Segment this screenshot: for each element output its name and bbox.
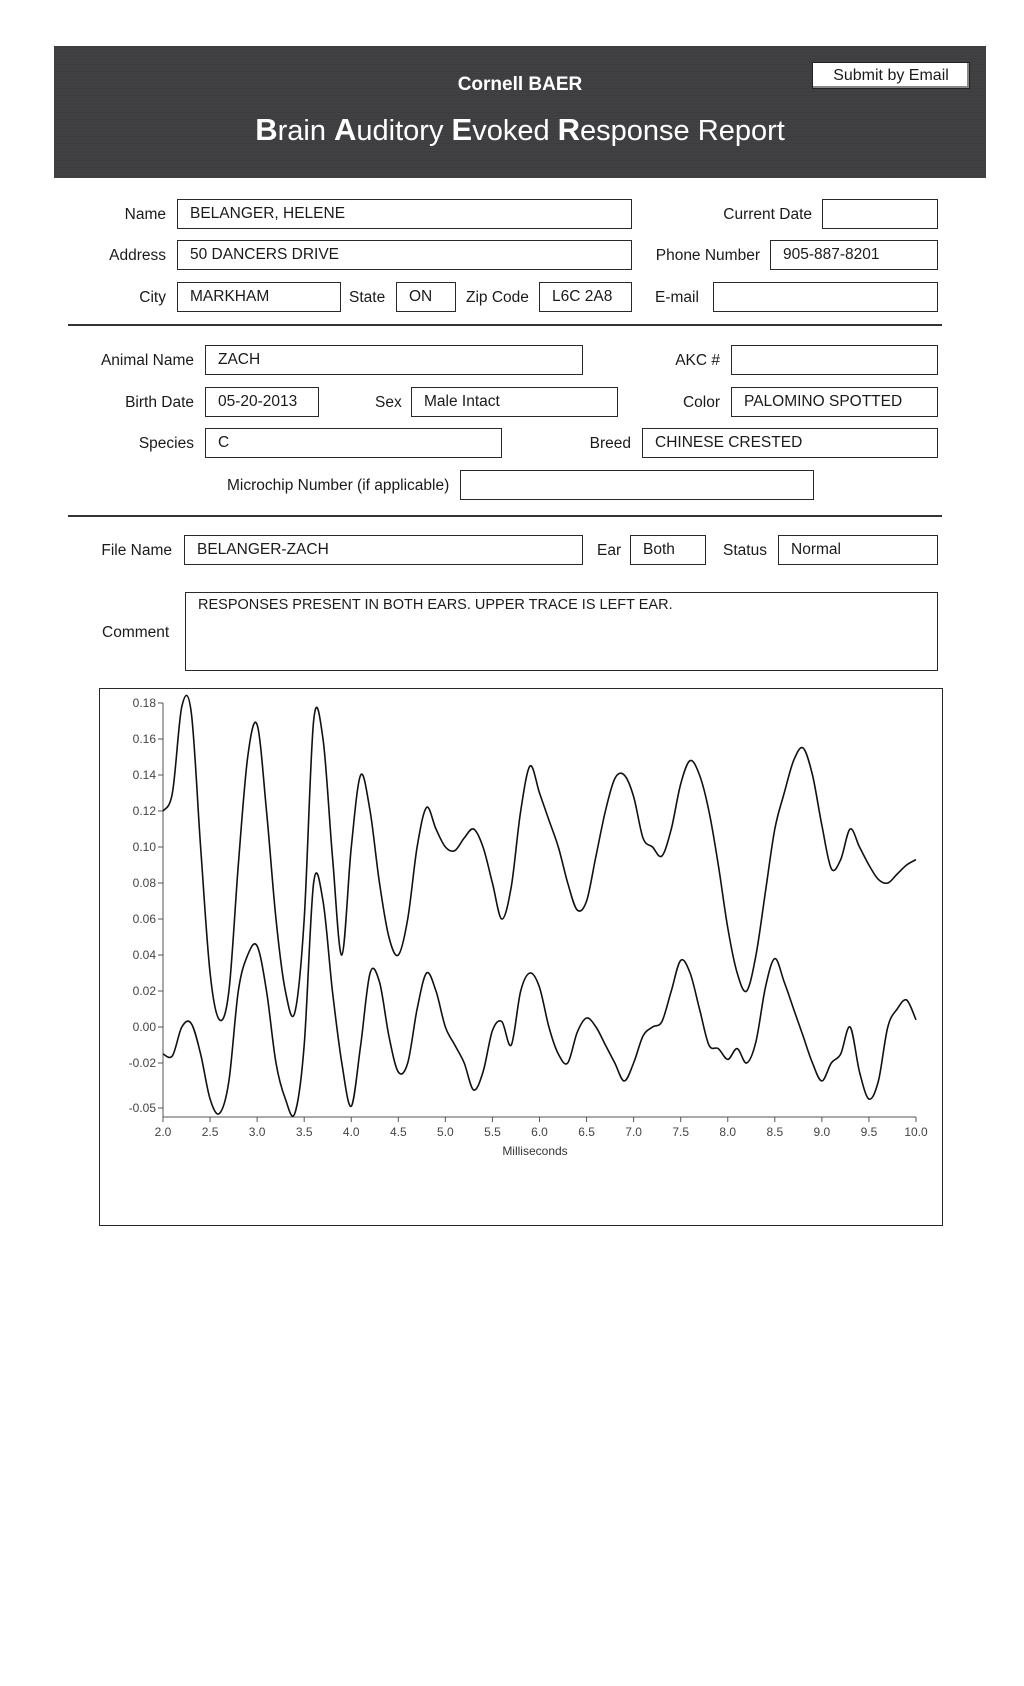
submit-by-email-button[interactable]: Submit by Email <box>812 62 970 89</box>
status-label: Status <box>723 542 767 559</box>
title-rest-2: uditory <box>356 115 452 147</box>
color-label: Color <box>682 394 720 411</box>
comment-field[interactable]: RESPONSES PRESENT IN BOTH EARS. UPPER TR… <box>185 592 938 671</box>
name-field[interactable]: BELANGER, HELENE <box>177 199 632 229</box>
x-tick-label: 8.5 <box>766 1125 783 1139</box>
y-tick-label: 0.12 <box>133 804 157 818</box>
comment-label: Comment <box>102 624 170 641</box>
email-label: E-mail <box>655 289 699 306</box>
x-tick-label: 9.0 <box>814 1125 831 1139</box>
y-tick-label: 0.08 <box>133 876 157 890</box>
microchip-field[interactable] <box>460 470 814 500</box>
x-tick-label: 6.0 <box>531 1125 548 1139</box>
city-label: City <box>139 289 166 306</box>
x-tick-label: 10.0 <box>904 1125 928 1139</box>
ear-label: Ear <box>597 542 622 559</box>
address-field[interactable]: 50 DANCERS DRIVE <box>177 240 632 270</box>
birth-date-label: Birth Date <box>125 394 194 411</box>
sex-field[interactable]: Male Intact <box>411 387 618 417</box>
microchip-label: Microchip Number (if applicable) <box>227 477 450 494</box>
y-tick-label: 0.18 <box>133 696 157 710</box>
species-label: Species <box>138 435 194 452</box>
current-date-label: Current Date <box>723 206 812 223</box>
y-tick-label: 0.02 <box>133 984 157 998</box>
state-label: State <box>349 289 386 306</box>
state-field[interactable]: ON <box>396 282 456 312</box>
animal-name-field[interactable]: ZACH <box>205 345 583 375</box>
title-cap-b: B <box>255 112 278 147</box>
title-rest-4: esponse Report <box>580 115 785 147</box>
status-field[interactable]: Normal <box>778 535 938 565</box>
x-tick-label: 5.0 <box>437 1125 454 1139</box>
title-cap-r: R <box>557 112 581 147</box>
color-field[interactable]: PALOMINO SPOTTED <box>731 387 938 417</box>
y-axis-ticks: 0.18 0.16 0.14 0.12 0.10 0.08 0.06 0.04 0.02 0.00… <box>129 696 163 1115</box>
section-divider <box>68 324 942 326</box>
y-tick-label: 0.04 <box>133 948 157 962</box>
email-field[interactable] <box>713 282 938 312</box>
baer-waveform-chart: 2.0 2.5 3.0 3.5 4.0 4.5 5.0 5.5 6.0 6.5 7.0 7.5 8.0 8… <box>129 694 928 1158</box>
breed-field[interactable]: CHINESE CRESTED <box>642 428 938 458</box>
y-tick-label: 0.10 <box>133 840 157 854</box>
x-tick-label: 3.5 <box>296 1125 313 1139</box>
y-tick-label: 0.00 <box>133 1020 157 1034</box>
file-name-field[interactable]: BELANGER-ZACH <box>184 535 583 565</box>
x-axis-label: Milliseconds <box>502 1144 567 1158</box>
x-tick-label: 9.5 <box>861 1125 878 1139</box>
y-tick-label: -0.05 <box>129 1101 157 1115</box>
x-tick-label: 8.0 <box>719 1125 736 1139</box>
chart-axes <box>162 703 916 1118</box>
species-field[interactable]: C <box>205 428 502 458</box>
akc-label: AKC # <box>675 352 720 369</box>
name-label: Name <box>124 206 166 223</box>
title-rest-3: voked <box>472 115 558 147</box>
x-axis-ticks: 2.0 2.5 3.0 3.5 4.0 4.5 5.0 5.5 6.0 6.5 7.0 7.5 8.0 8… <box>155 1117 928 1139</box>
birth-date-field[interactable]: 05-20-2013 <box>205 387 319 417</box>
y-tick-label: 0.16 <box>133 732 157 746</box>
y-tick-label: -0.02 <box>129 1056 157 1070</box>
ear-field[interactable]: Both <box>630 535 706 565</box>
x-tick-label: 2.0 <box>155 1125 172 1139</box>
series-left-ear-line <box>162 694 917 1022</box>
y-tick-label: 0.14 <box>133 768 157 782</box>
breed-label: Breed <box>589 435 631 452</box>
x-tick-label: 7.5 <box>672 1125 689 1139</box>
title-rest-1: rain <box>277 115 335 147</box>
file-name-label: File Name <box>101 542 172 559</box>
phone-field[interactable]: 905-887-8201 <box>770 240 938 270</box>
x-tick-label: 7.0 <box>625 1125 642 1139</box>
akc-field[interactable] <box>731 345 938 375</box>
series-right-ear-line <box>162 872 917 1117</box>
chart-series <box>162 694 917 1117</box>
current-date-field[interactable] <box>822 199 938 229</box>
x-tick-label: 4.0 <box>343 1125 360 1139</box>
x-tick-label: 2.5 <box>202 1125 219 1139</box>
y-tick-label: 0.06 <box>133 912 157 926</box>
x-tick-label: 3.0 <box>249 1125 266 1139</box>
zip-label: Zip Code <box>466 289 529 306</box>
header-title: Brain Auditory Evoked Response Report <box>54 112 986 148</box>
zip-field[interactable]: L6C 2A8 <box>539 282 632 312</box>
title-cap-a: A <box>334 112 357 147</box>
sex-label: Sex <box>375 394 402 411</box>
phone-label: Phone Number <box>655 247 760 264</box>
city-field[interactable]: MARKHAM <box>177 282 341 312</box>
x-tick-label: 6.5 <box>578 1125 595 1139</box>
address-label: Address <box>109 247 166 264</box>
baer-chart-frame: 2.0 2.5 3.0 3.5 4.0 4.5 5.0 5.5 6.0 6.5 7.0 7.5 8.0 8… <box>99 688 943 1226</box>
x-tick-label: 4.5 <box>390 1125 407 1139</box>
header-subtitle: Cornell BAER <box>457 74 583 95</box>
x-tick-label: 5.5 <box>484 1125 501 1139</box>
title-cap-e: E <box>451 112 473 147</box>
animal-name-label: Animal Name <box>100 352 194 369</box>
section-divider-2 <box>68 515 942 517</box>
